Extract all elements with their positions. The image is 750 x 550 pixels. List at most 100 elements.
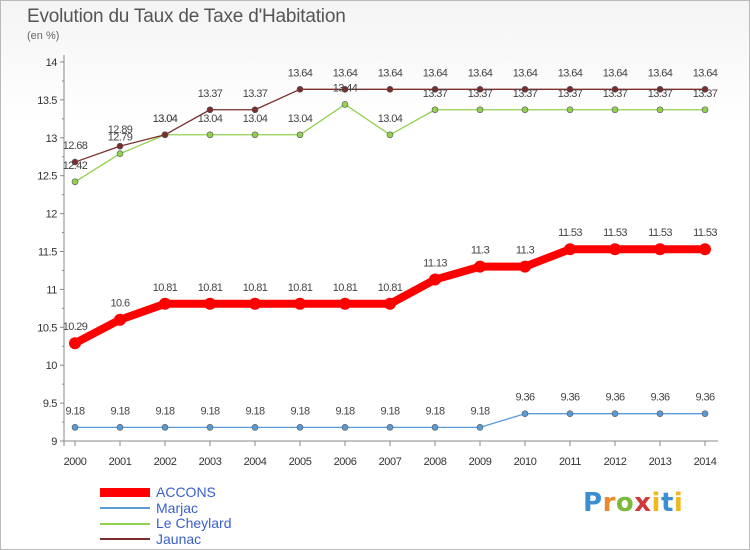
data-point-jaunac xyxy=(161,131,169,139)
y-ticks: 9 9.5 10 10.5 11 11.5 12 12.5 13 13.5 14 xyxy=(37,57,64,448)
data-label-jaunac: 13.64 xyxy=(378,67,403,79)
data-point-accons xyxy=(384,297,396,310)
data-point-marjac xyxy=(656,410,664,418)
chart-title: Evolution du Taux de Taxe d'Habitation xyxy=(27,6,346,27)
legend-swatch-accons xyxy=(100,488,150,498)
data-point-jaunac xyxy=(611,85,619,93)
data-label-accons: 10.6 xyxy=(110,298,129,310)
data-label-marjac: 9.18 xyxy=(470,405,489,417)
data-label-marjac: 9.18 xyxy=(290,405,309,417)
data-label-jaunac: 13.64 xyxy=(288,67,313,79)
data-point-le-cheylard xyxy=(521,106,529,114)
data-point-accons xyxy=(339,297,351,310)
x-tick-label: 2012 xyxy=(604,456,627,468)
data-point-jaunac xyxy=(116,142,124,150)
legend: ACCONS Marjac Le Cheylard Jaunac xyxy=(100,484,232,548)
data-point-accons xyxy=(654,243,666,256)
x-tick-label: 2005 xyxy=(289,456,312,468)
x-tick-label: 2009 xyxy=(469,456,492,468)
data-label-le-cheylard: 13.37 xyxy=(693,88,718,100)
proxiti-logo: Proxiti xyxy=(583,488,684,518)
data-label-marjac: 9.36 xyxy=(560,392,579,404)
x-tick-label: 2010 xyxy=(514,456,537,468)
data-label-marjac: 9.18 xyxy=(110,405,129,417)
data-label-jaunac: 12.89 xyxy=(108,124,133,136)
data-label-accons: 11.3 xyxy=(471,245,490,257)
y-tick-label: 10.5 xyxy=(37,322,57,334)
data-point-jaunac xyxy=(521,85,529,93)
data-label-le-cheylard: 13.04 xyxy=(198,113,223,125)
data-label-accons: 11.53 xyxy=(648,227,672,239)
data-labels: 12.42 12.79 13.04 13.04 13.04 13.04 13.44 13.04… xyxy=(63,67,719,417)
data-point-le-cheylard xyxy=(206,131,214,139)
series-jaunac xyxy=(71,85,709,166)
data-label-jaunac: 13.64 xyxy=(333,67,358,79)
data-label-le-cheylard: 13.04 xyxy=(378,113,403,125)
data-label-accons: 10.29 xyxy=(63,321,88,333)
data-point-marjac xyxy=(611,410,619,418)
data-label-le-cheylard: 12.79 xyxy=(108,132,133,144)
data-label-jaunac: 12.68 xyxy=(63,140,88,152)
legend-label-jaunac: Jaunac xyxy=(156,530,202,547)
data-point-le-cheylard xyxy=(656,106,664,114)
data-label-le-cheylard: 13.04 xyxy=(243,113,268,125)
data-point-accons xyxy=(159,297,171,310)
data-point-marjac xyxy=(566,410,574,418)
data-label-marjac: 9.18 xyxy=(335,405,354,417)
data-label-marjac: 9.18 xyxy=(155,405,174,417)
series-marjac xyxy=(71,410,709,431)
data-point-le-cheylard xyxy=(71,178,79,186)
x-tick-label: 2003 xyxy=(199,456,222,468)
data-point-jaunac xyxy=(476,85,484,93)
x-tick-label: 2006 xyxy=(334,456,357,468)
data-label-jaunac: 13.37 xyxy=(243,88,268,100)
data-point-jaunac xyxy=(656,85,664,93)
data-point-marjac xyxy=(476,424,484,431)
x-tick-label: 2007 xyxy=(379,456,402,468)
x-ticks: 2000 2001 2002 2003 2004 2005 2006 2007 2008 2009… xyxy=(64,441,717,468)
y-tick-label: 14 xyxy=(46,57,58,69)
data-label-marjac: 9.18 xyxy=(425,405,444,417)
data-point-marjac xyxy=(701,410,709,418)
legend-item-jaunac: Jaunac xyxy=(100,530,232,548)
data-point-le-cheylard xyxy=(116,150,124,158)
data-point-jaunac xyxy=(251,106,259,114)
y-tick-label: 9.5 xyxy=(43,398,57,410)
data-point-jaunac xyxy=(701,85,709,93)
legend-swatch-le-cheylard xyxy=(100,522,150,525)
y-axis: 9 9.5 10 10.5 11 11.5 12 12.5 13 13.5 14 xyxy=(37,55,65,448)
chart-subtitle: (en %) xyxy=(27,30,60,42)
data-label-marjac: 9.36 xyxy=(695,392,714,404)
data-label-jaunac: 13.64 xyxy=(558,67,583,79)
data-point-le-cheylard xyxy=(431,106,439,114)
data-point-marjac xyxy=(386,424,394,431)
data-label-accons: 11.13 xyxy=(423,258,447,270)
data-label-le-cheylard: 13.44 xyxy=(333,82,358,94)
data-label-jaunac: 13.37 xyxy=(198,88,223,100)
data-point-jaunac xyxy=(566,85,574,93)
data-point-accons xyxy=(564,243,576,256)
data-label-accons: 10.81 xyxy=(288,282,313,294)
x-tick-label: 2002 xyxy=(154,456,177,468)
data-label-accons: 10.81 xyxy=(198,282,223,294)
x-tick-label: 2004 xyxy=(244,456,267,468)
data-point-le-cheylard xyxy=(386,131,394,139)
series-accons xyxy=(69,243,711,350)
x-tick-label: 2000 xyxy=(64,456,87,468)
data-point-le-cheylard xyxy=(296,131,304,139)
data-label-accons: 11.53 xyxy=(693,227,717,239)
data-point-marjac xyxy=(161,424,169,431)
data-point-jaunac xyxy=(341,85,349,93)
data-label-marjac: 9.36 xyxy=(605,392,624,404)
data-point-accons xyxy=(204,297,216,310)
series xyxy=(69,85,711,431)
x-axis: 2000 2001 2002 2003 2004 2005 2006 2007 2008 2009… xyxy=(60,440,718,468)
data-point-jaunac xyxy=(206,106,214,114)
data-label-le-cheylard: 13.37 xyxy=(603,88,628,100)
data-point-jaunac xyxy=(431,85,439,93)
data-label-accons: 10.81 xyxy=(243,282,268,294)
data-label-le-cheylard: 13.37 xyxy=(558,88,583,100)
series-le-cheylard xyxy=(71,101,709,186)
y-tick-label: 9 xyxy=(51,436,57,448)
